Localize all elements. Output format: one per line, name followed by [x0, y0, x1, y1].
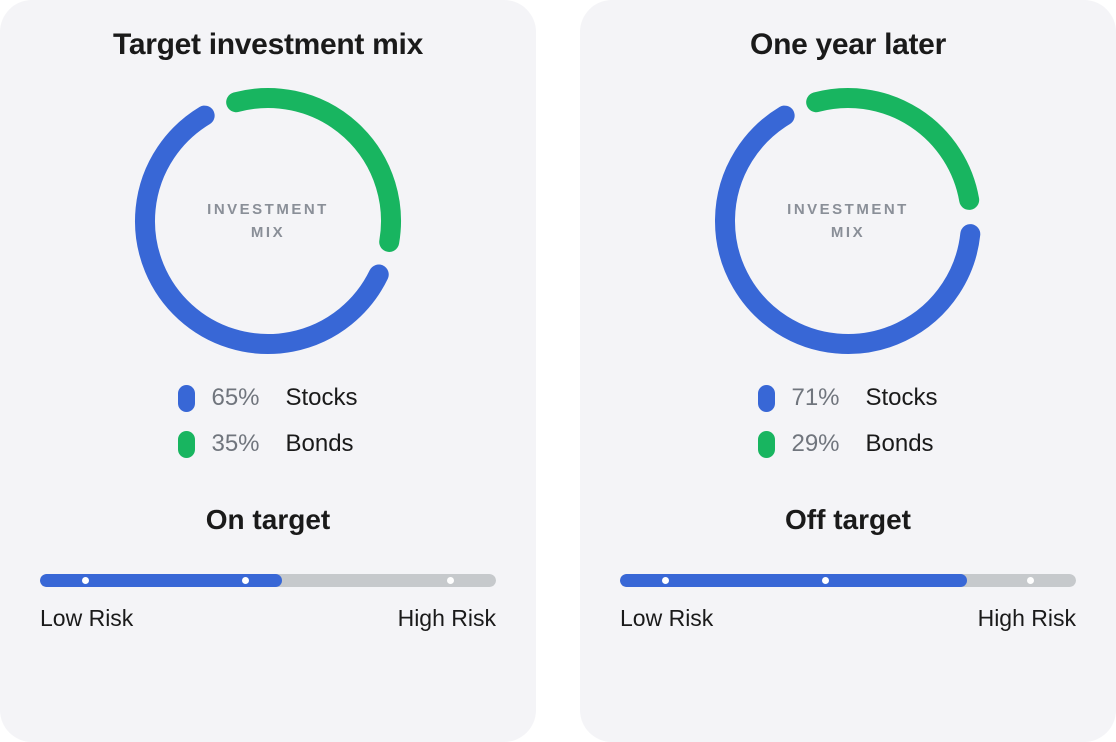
status-label: On target	[206, 504, 330, 536]
risk-meter: Low Risk High Risk	[40, 574, 496, 632]
legend-percent: 71%	[791, 384, 849, 412]
investment-card: Target investment mix INVESTMENT MIX 65%…	[0, 0, 536, 742]
investment-card: One year later INVESTMENT MIX 71% Stocks…	[580, 0, 1116, 742]
legend-pill-icon	[758, 385, 775, 412]
legend-pill-icon	[758, 431, 775, 458]
chart-legend: 71% Stocks 29% Bonds	[758, 384, 937, 458]
risk-label-high: High Risk	[398, 605, 496, 632]
legend-pill-icon	[178, 385, 195, 412]
legend-percent: 35%	[211, 430, 269, 458]
risk-meter: Low Risk High Risk	[620, 574, 1076, 632]
risk-labels: Low Risk High Risk	[620, 605, 1076, 632]
legend-pill-icon	[178, 431, 195, 458]
legend-item-bonds: 29% Bonds	[758, 430, 937, 458]
donut-center-label: INVESTMENT MIX	[713, 86, 983, 356]
risk-label-low: Low Risk	[40, 605, 133, 632]
legend-label: Bonds	[285, 430, 353, 458]
risk-label-low: Low Risk	[620, 605, 713, 632]
legend-percent: 29%	[791, 430, 849, 458]
legend-percent: 65%	[211, 384, 269, 412]
legend-item-bonds: 35% Bonds	[178, 430, 357, 458]
donut-center-line1: INVESTMENT	[207, 198, 329, 221]
chart-legend: 65% Stocks 35% Bonds	[178, 384, 357, 458]
risk-bar	[40, 574, 496, 587]
status-label: Off target	[785, 504, 911, 536]
risk-bar-dots	[40, 574, 496, 587]
donut-center-line2: MIX	[251, 221, 285, 244]
card-title: One year later	[750, 28, 946, 62]
donut-center-label: INVESTMENT MIX	[133, 86, 403, 356]
donut-center-line2: MIX	[831, 221, 865, 244]
legend-label: Stocks	[285, 384, 357, 412]
risk-label-high: High Risk	[978, 605, 1076, 632]
legend-item-stocks: 71% Stocks	[758, 384, 937, 412]
donut-chart: INVESTMENT MIX	[133, 86, 403, 356]
risk-bar	[620, 574, 1076, 587]
donut-center-line1: INVESTMENT	[787, 198, 909, 221]
legend-item-stocks: 65% Stocks	[178, 384, 357, 412]
donut-chart: INVESTMENT MIX	[713, 86, 983, 356]
risk-bar-dots	[620, 574, 1076, 587]
legend-label: Stocks	[865, 384, 937, 412]
risk-labels: Low Risk High Risk	[40, 605, 496, 632]
card-title: Target investment mix	[113, 28, 423, 62]
legend-label: Bonds	[865, 430, 933, 458]
